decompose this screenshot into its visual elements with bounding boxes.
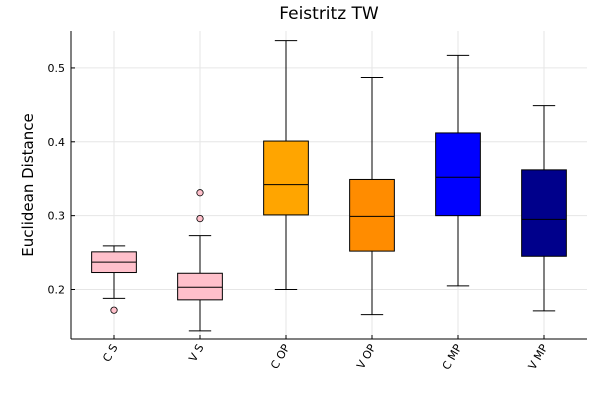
- x-tick-label: C OP: [268, 342, 293, 372]
- axes: 0.2 0.3 0.4 0.5 C S V S C OP V OP C MP V MP: [48, 31, 587, 372]
- chart-title: Feistritz TW: [279, 4, 379, 24]
- x-tick-label: V S: [186, 342, 206, 364]
- box-c-s: [91, 245, 137, 314]
- y-tick-label: 0.4: [48, 136, 66, 149]
- box-v-s: [177, 189, 223, 332]
- box-iqr: [349, 178, 395, 252]
- boxes: [91, 40, 567, 332]
- x-tick-label: C S: [100, 342, 120, 364]
- box-c-mp: [435, 54, 481, 287]
- y-tick-label: 0.2: [48, 284, 66, 297]
- outlier-point: [110, 306, 118, 314]
- box-iqr: [435, 132, 481, 217]
- outlier-point: [196, 189, 204, 197]
- box-iqr: [177, 272, 223, 301]
- y-tick-label: 0.5: [48, 62, 66, 75]
- box-v-op: [349, 77, 395, 316]
- box-c-op: [263, 40, 309, 291]
- box-v-mp: [521, 105, 567, 312]
- x-tick-label: V OP: [354, 342, 379, 372]
- y-axis-label: Euclidean Distance: [19, 113, 37, 256]
- box-iqr: [521, 169, 567, 257]
- x-tick-label: V MP: [526, 342, 551, 372]
- box-iqr: [263, 140, 309, 216]
- outlier-point: [196, 215, 204, 223]
- y-tick-label: 0.3: [48, 210, 66, 223]
- grid: [71, 31, 587, 339]
- x-tick-label: C MP: [440, 342, 465, 372]
